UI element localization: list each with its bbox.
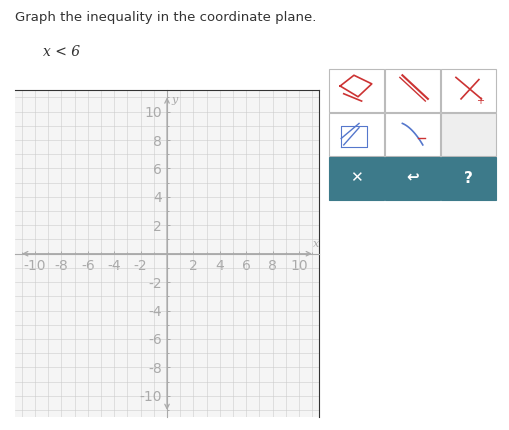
Text: ↩: ↩ (406, 171, 418, 185)
Text: y: y (172, 95, 178, 104)
Text: x < 6: x < 6 (43, 45, 80, 59)
Text: x: x (313, 239, 319, 249)
Text: ✕: ✕ (350, 171, 362, 185)
Text: Graph the inequality in the coordinate plane.: Graph the inequality in the coordinate p… (15, 11, 316, 24)
Text: +: + (475, 96, 483, 106)
Text: ?: ? (463, 171, 472, 185)
